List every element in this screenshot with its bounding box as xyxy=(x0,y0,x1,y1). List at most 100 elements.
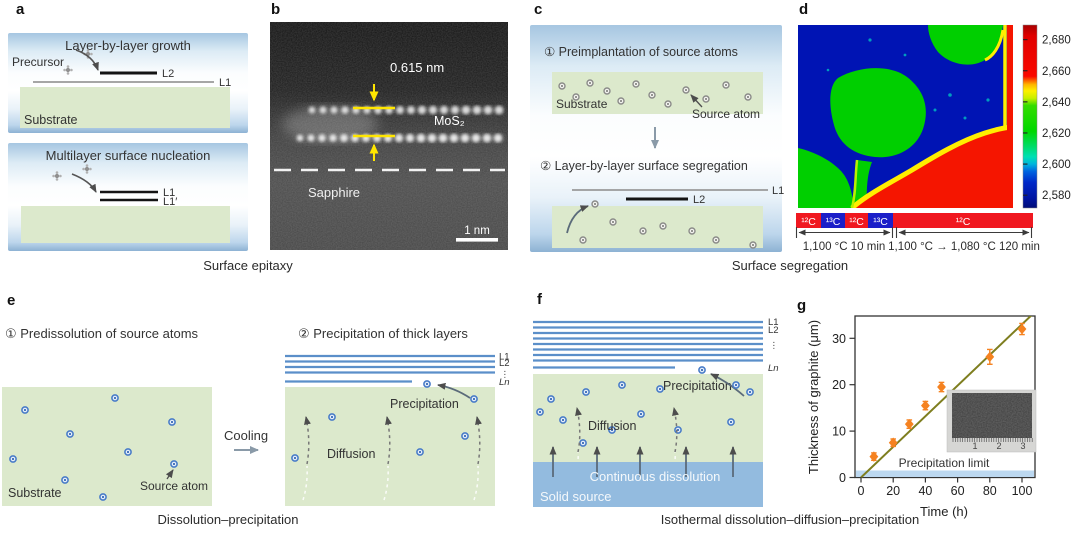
attaching-atom xyxy=(698,366,706,374)
isotope-label: ¹²C xyxy=(801,216,816,228)
svg-text:0: 0 xyxy=(858,484,865,498)
svg-text:10: 10 xyxy=(832,425,846,439)
box1-title: Layer-by-layer growth xyxy=(65,38,191,53)
inset-photo: 1 2 3 xyxy=(946,389,1037,453)
raman-heatmap xyxy=(798,25,1013,208)
anneal-step2-label: 1,100 °C → 1,080 °C 120 min xyxy=(888,241,1040,253)
continuous-dissolution-label: Continuous dissolution xyxy=(590,469,721,484)
colorbar xyxy=(1022,24,1038,209)
isotope-label: ¹³C xyxy=(873,216,888,228)
solid-source-block xyxy=(533,462,763,507)
heatmap-speckles xyxy=(826,38,990,120)
precipitation-arrow xyxy=(710,373,745,397)
isotope-sequence-bar: ¹²C ¹³C ¹²C ¹³C ¹²C xyxy=(796,213,1033,228)
substrate-block xyxy=(533,374,763,462)
scale-bar-label: 1 nm xyxy=(464,225,490,237)
inset-ruler-ticks xyxy=(952,438,1033,442)
layer-dots-label: ⋮ xyxy=(501,369,510,379)
fit-line xyxy=(860,316,1033,478)
substrate-block xyxy=(2,387,212,506)
step2-title: ② Layer-by-layer surface segregation xyxy=(540,159,748,173)
plot-area xyxy=(860,316,1033,478)
svg-text:100: 100 xyxy=(1012,484,1033,498)
layer-ln-label: Ln xyxy=(768,363,779,374)
substrate-label: Substrate xyxy=(24,113,78,127)
svg-text:2,660: 2,660 xyxy=(1042,66,1071,78)
precipitated-layers xyxy=(533,320,763,369)
layer-l1-label: L1 xyxy=(219,77,231,89)
isotope-segment xyxy=(868,213,893,228)
panel-b: b 0.615 nm MoS₂ Sapphire 1 nm xyxy=(270,1,508,250)
precipitation-arrow xyxy=(437,382,471,399)
isotope-label: ¹³C xyxy=(826,216,841,228)
panel-d: d 2,680 2,660 2,640 2,620 2,600 2,580 ¹²C ¹³C… xyxy=(795,1,1071,253)
panel-b-letter: b xyxy=(271,1,280,18)
precipitation-label: Precipitation xyxy=(390,397,459,411)
segregation-arrow xyxy=(566,205,589,234)
data-point xyxy=(904,418,914,430)
precipitation-limit-band xyxy=(856,470,1034,477)
substrate-label: Substrate xyxy=(8,486,62,500)
panel-a-letter: a xyxy=(16,1,25,18)
isotope-label: ¹²C xyxy=(956,216,971,228)
source-atom-label: Source atom xyxy=(140,479,208,493)
panel-g-letter: g xyxy=(797,297,806,314)
isotope-segment xyxy=(821,213,845,228)
data-point xyxy=(1017,323,1027,335)
data-point xyxy=(985,351,995,363)
data-point xyxy=(921,400,930,411)
isotope-label: ¹²C xyxy=(849,216,864,228)
source-atom-pointer xyxy=(690,94,703,108)
diffusion-arrows xyxy=(302,416,482,501)
precipitated-layers xyxy=(285,354,495,383)
scale-bar xyxy=(456,238,498,242)
layer-l1-label: L1 xyxy=(163,187,175,199)
layer-l2-label: L2 xyxy=(693,194,705,206)
x-axis-label: Time (h) xyxy=(920,504,968,519)
attaching-atom xyxy=(423,380,431,388)
solid-source-label: Solid source xyxy=(540,489,612,504)
layer-l1-label: L1 xyxy=(772,185,784,197)
substrate-block xyxy=(20,87,230,128)
svg-text:2,640: 2,640 xyxy=(1042,97,1071,109)
layer-l2-label: L2 xyxy=(162,68,174,80)
svg-text:2,680: 2,680 xyxy=(1042,35,1071,47)
layer-l2-label: L2 xyxy=(768,325,779,336)
measurement-label: 0.615 nm xyxy=(390,60,444,75)
diffusion-label: Diffusion xyxy=(588,419,636,433)
diffusion-label: Diffusion xyxy=(327,447,375,461)
deposition-arrow xyxy=(71,173,97,193)
layer-l2-label: L2 xyxy=(499,358,510,369)
svg-text:30: 30 xyxy=(832,332,846,346)
box2-title: Multilayer surface nucleation xyxy=(46,148,211,163)
layer-dots-label: ⋮ xyxy=(770,340,779,350)
precipitation-label: Precipitation xyxy=(663,379,732,393)
cooling-label: Cooling xyxy=(224,428,268,443)
svg-text:2,620: 2,620 xyxy=(1042,128,1071,140)
anneal-duration-arrows xyxy=(795,227,1033,238)
isotope-segment xyxy=(796,213,821,228)
svg-text:60: 60 xyxy=(951,484,965,498)
inset-ruler-mark: 3 xyxy=(1020,441,1025,451)
deposition-arrow xyxy=(75,49,99,71)
sapphire-label: Sapphire xyxy=(308,185,360,200)
material-label: MoS₂ xyxy=(434,114,465,128)
panel-a: a Layer-by-layer growth Precursor L2 L1 … xyxy=(8,1,248,251)
layer-ln-label: Ln xyxy=(499,377,510,388)
isotope-segment xyxy=(893,213,1033,228)
panel-c-letter: c xyxy=(534,1,542,18)
substrate-block xyxy=(21,206,230,243)
substrate-label: Substrate xyxy=(556,97,608,111)
panel-f: f L1 L2 ⋮ Ln Precipitation Diffusion Con… xyxy=(533,291,779,507)
svg-text:2,600: 2,600 xyxy=(1042,159,1071,171)
step1-title: ① Predissolution of source atoms xyxy=(5,326,199,341)
inset-ruler-mark: 1 xyxy=(972,441,977,451)
substrate-block xyxy=(552,206,763,248)
panel-e: e ① Predissolution of source atoms Subst… xyxy=(2,292,510,506)
source-atom-pointer xyxy=(165,469,174,480)
plot-axes: 0 20 40 60 80 100 0 10 20 30 xyxy=(832,332,1032,498)
layer-l1-label: L1 xyxy=(768,317,779,328)
layer-l1-label: L1 xyxy=(499,352,510,363)
source-atom-label: Source atom xyxy=(692,107,760,121)
